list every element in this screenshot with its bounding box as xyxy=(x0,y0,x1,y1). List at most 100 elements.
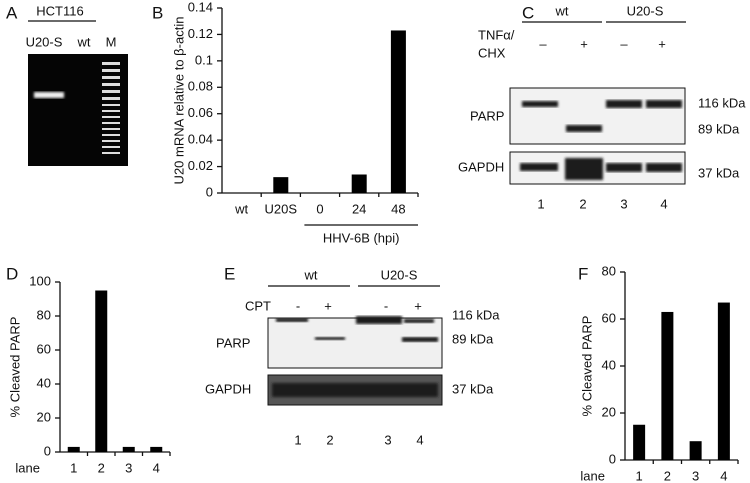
y-tick-label: 80 xyxy=(37,307,51,322)
blot-band xyxy=(566,125,602,132)
lane-label: wt xyxy=(77,34,91,49)
sign: + xyxy=(324,298,332,313)
y-tick-label: 0.14 xyxy=(188,0,213,14)
group-label: wt xyxy=(555,3,569,18)
blot-band xyxy=(606,163,642,172)
x-tick-label: 3 xyxy=(125,460,132,475)
sign: + xyxy=(414,298,422,313)
bar xyxy=(95,290,108,452)
marker: 89 kDa xyxy=(698,121,740,136)
blot-band xyxy=(520,163,558,171)
x-tick-label: 1 xyxy=(636,468,643,483)
lane-number: 3 xyxy=(384,432,391,447)
bar xyxy=(351,174,367,193)
bar xyxy=(390,30,406,194)
marker: 37 kDa xyxy=(452,381,494,396)
x-tick-label: 0 xyxy=(316,201,323,216)
x-tick-label: U20S xyxy=(265,201,298,216)
x-tick-label: 3 xyxy=(692,468,699,483)
y-axis-label: U20 mRNA relative to β-actin xyxy=(171,17,186,185)
x-tick-label: 4 xyxy=(153,460,160,475)
lane-label: M xyxy=(106,34,117,49)
panel-label: C xyxy=(522,3,534,22)
treatment: TNFα/ xyxy=(478,27,515,42)
y-tick-label: 0.02 xyxy=(188,158,213,173)
x-axis-label: lane xyxy=(15,460,40,475)
y-axis-label: % Cleaved PARP xyxy=(579,316,594,417)
row-label: GAPDH xyxy=(458,159,504,174)
marker: 37 kDa xyxy=(698,165,740,180)
y-tick-label: 20 xyxy=(602,404,616,419)
sign: – xyxy=(539,36,547,51)
blot-band xyxy=(404,319,434,323)
blot-band xyxy=(402,337,438,342)
row-label: PARP xyxy=(470,108,504,123)
lane-number: 4 xyxy=(416,432,423,447)
group-label: U20-S xyxy=(627,3,664,18)
y-tick-label: 0 xyxy=(206,184,213,199)
bar xyxy=(273,177,289,193)
x-tick-label: 4 xyxy=(720,468,727,483)
sign: + xyxy=(580,36,588,51)
bar xyxy=(67,446,80,452)
sign: + xyxy=(658,36,666,51)
treatment: CPT xyxy=(245,298,271,313)
panel-label: A xyxy=(6,3,18,22)
x-tick-label: 2 xyxy=(664,468,671,483)
bar xyxy=(122,446,135,452)
ladder xyxy=(102,62,120,154)
treatment: CHX xyxy=(478,45,506,60)
x-tick-label: 1 xyxy=(70,460,77,475)
y-axis-label: % Cleaved PARP xyxy=(7,317,22,418)
x-tick-label: 48 xyxy=(391,201,405,216)
lane-number: 1 xyxy=(537,196,544,211)
group-label: U20-S xyxy=(381,267,418,282)
group-label: HHV-6B (hpi) xyxy=(323,230,400,245)
y-tick-label: 20 xyxy=(37,409,51,424)
y-tick-label: 80 xyxy=(602,263,616,278)
bar xyxy=(633,424,646,460)
sign: – xyxy=(620,36,628,51)
marker: 89 kDa xyxy=(452,331,494,346)
y-tick-label: 0.04 xyxy=(188,132,213,147)
panel-label: B xyxy=(152,3,163,22)
blot-band xyxy=(565,158,603,180)
sign: - xyxy=(384,298,388,313)
y-tick-label: 60 xyxy=(37,341,51,356)
lane-number: 3 xyxy=(620,196,627,211)
blot-band xyxy=(646,163,682,172)
x-tick-label: 24 xyxy=(352,201,366,216)
sign: - xyxy=(296,298,300,313)
y-tick-label: 40 xyxy=(37,375,51,390)
bar xyxy=(717,302,730,460)
blot-band xyxy=(272,383,438,397)
blot-band xyxy=(522,101,558,107)
row-label: PARP xyxy=(216,335,250,350)
blot-band xyxy=(356,316,402,324)
x-axis-label: lane xyxy=(580,468,605,483)
bar xyxy=(661,311,674,460)
marker: 116 kDa xyxy=(452,307,500,322)
blot-band xyxy=(606,100,642,108)
blot-band xyxy=(276,318,308,322)
blot xyxy=(509,87,686,145)
lane-label: U20-S xyxy=(26,34,63,49)
gel-band xyxy=(34,92,64,98)
panel-label: F xyxy=(578,264,588,283)
lane-number: 2 xyxy=(579,196,586,211)
panel-label: D xyxy=(6,264,18,283)
group-label: wt xyxy=(304,267,318,282)
blot-band xyxy=(646,100,682,108)
y-tick-label: 0.08 xyxy=(188,79,213,94)
bar xyxy=(150,446,163,452)
y-tick-label: 0.1 xyxy=(195,52,213,67)
x-tick-label: 2 xyxy=(98,460,105,475)
y-tick-label: 0.06 xyxy=(188,105,213,120)
y-tick-label: 0 xyxy=(609,451,616,466)
y-tick-label: 60 xyxy=(602,310,616,325)
y-tick-label: 100 xyxy=(29,273,51,288)
x-tick-label: wt xyxy=(234,201,248,216)
blot xyxy=(267,317,443,369)
blot-band xyxy=(315,337,345,340)
